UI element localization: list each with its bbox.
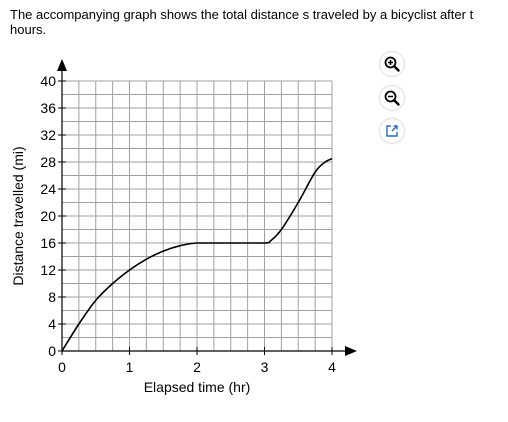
chart-series [61,157,333,352]
y-tick-label: 12 [40,262,56,278]
zoom-in-icon [384,56,400,72]
y-tick-label: 40 [40,73,56,89]
y-tick-label: 36 [40,100,56,116]
chart-axes [57,59,357,356]
y-tick-label: 32 [40,127,56,143]
x-axis-arrow [345,346,357,356]
distance-curve [61,157,333,352]
x-tick-label: 1 [126,359,134,375]
y-tick-label: 24 [40,181,56,197]
zoom-in-button[interactable] [380,52,404,76]
y-tick-label: 0 [48,343,56,359]
x-tick-label: 0 [58,359,66,375]
y-axis-label: Distance travelled (mi) [10,146,26,285]
zoom-out-icon [384,90,400,106]
x-tick-label: 2 [193,359,201,375]
chart-labels: Elapsed time (hr) Distance travelled (mi… [10,146,250,395]
y-tick-label: 4 [48,316,56,332]
x-tick-label: 4 [328,359,336,375]
popout-button[interactable] [380,119,404,143]
y-tick-label: 16 [40,235,56,251]
y-tick-label: 8 [48,289,56,305]
y-tick-label: 20 [40,208,56,224]
question-text: The accompanying graph shows the total d… [10,7,474,37]
zoom-out-button[interactable] [380,86,404,110]
x-axis-label: Elapsed time (hr) [144,379,251,395]
chart-grid [62,80,333,351]
y-tick-label: 28 [40,154,56,170]
y-axis-arrow [57,59,67,71]
popout-icon [386,125,398,137]
x-tick-label: 3 [261,359,269,375]
